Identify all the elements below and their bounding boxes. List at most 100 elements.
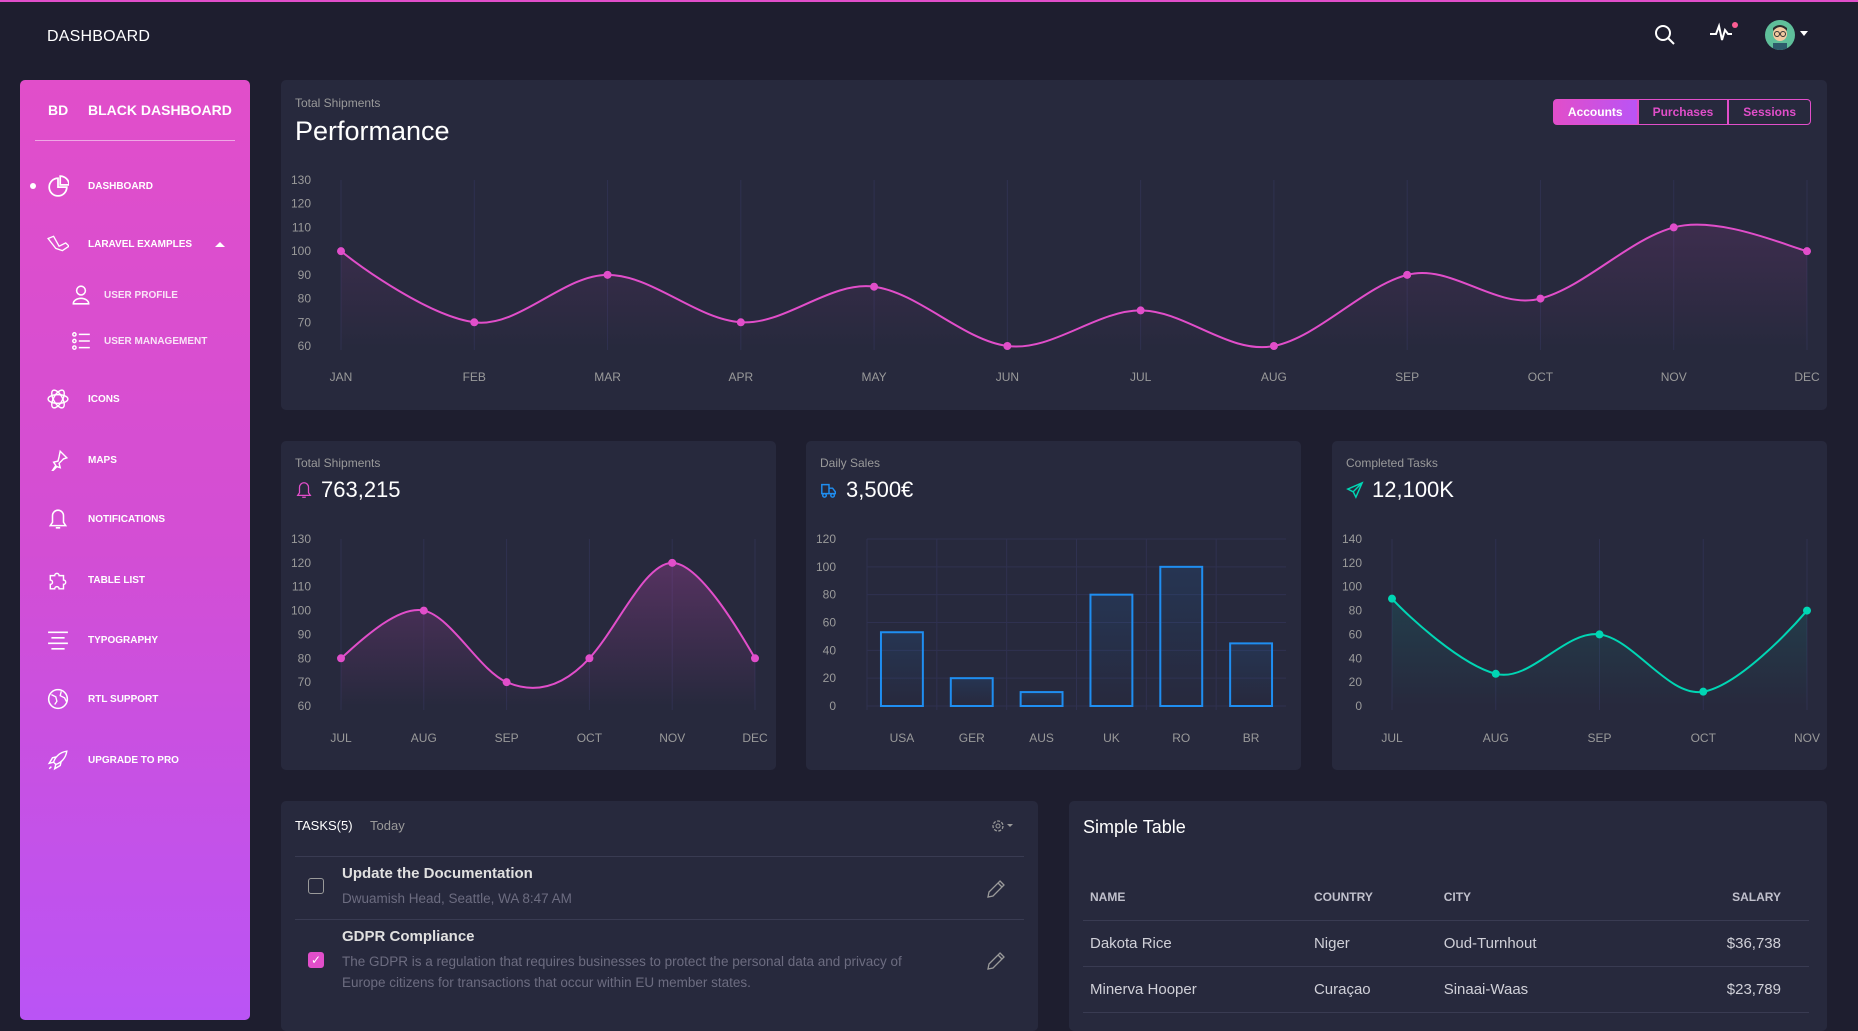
chevron-down-icon[interactable] (1800, 31, 1808, 37)
stat-card: Total Shipments 763,215 60 70 80 90 100 110 12… (281, 441, 776, 770)
active-indicator (30, 183, 36, 189)
settings-dropdown[interactable] (990, 817, 1018, 835)
x-tick-label: JUN (996, 370, 1019, 384)
y-tick-label: 100 (291, 604, 311, 618)
data-point-may[interactable] (870, 282, 879, 291)
x-tick-label: FEB (463, 370, 486, 384)
task-checkbox[interactable]: ✓ (308, 952, 324, 968)
bar-aus[interactable] (1019, 691, 1064, 707)
column-header[interactable]: NAME (1083, 874, 1307, 921)
card-title: Performance (295, 116, 450, 146)
bar-usa[interactable] (879, 631, 924, 707)
data-point-mar[interactable] (603, 270, 612, 279)
sidebar-item-label: ICONS (88, 393, 120, 405)
sidebar-item-table-list[interactable]: TABLE LIST (20, 565, 250, 595)
data-point-sep[interactable] (1403, 270, 1412, 279)
tab-accounts[interactable]: Accounts (1552, 99, 1638, 125)
sidebar-item-user-profile[interactable]: USER PROFILE (20, 280, 250, 310)
column-header[interactable]: SALARY (1633, 874, 1809, 921)
x-tick-label: MAR (594, 370, 621, 384)
tab-purchases[interactable]: Purchases (1637, 99, 1729, 125)
card-subtitle: Total Shipments (295, 96, 381, 110)
edit-pencil-icon[interactable] (986, 879, 1006, 899)
series-line (340, 223, 1808, 349)
data-point-aug[interactable] (1269, 342, 1278, 350)
sidebar-item-dashboard[interactable]: DASHBOARD (20, 171, 250, 201)
task-description: Dwuamish Head, Seattle, WA 8:47 AM (342, 891, 572, 906)
sidebar-item-notifications[interactable]: NOTIFICATIONS (20, 504, 250, 534)
x-tick-label: SEP (495, 731, 519, 745)
sidebar-item-upgrade-to-pro[interactable]: UPGRADE TO PRO (20, 745, 250, 775)
x-tick-label: NOV (1661, 370, 1687, 384)
y-tick-label: 110 (292, 220, 311, 234)
data-point-jul[interactable] (337, 654, 345, 663)
activity-icon[interactable] (1708, 20, 1740, 44)
edit-pencil-icon[interactable] (986, 951, 1006, 971)
table-row: Dakota Rice Niger Oud-Turnhout $36,738 (1083, 920, 1809, 967)
data-point-sep[interactable] (1595, 630, 1604, 639)
send-icon (1346, 481, 1364, 499)
stat-chart: 60 70 80 90 100 110 120 130 JUL AUG SEP OCT NOV DEC (291, 532, 768, 745)
data-point-aug[interactable] (1491, 669, 1500, 678)
sidebar-item-label: MAPS (88, 454, 117, 466)
caret-up-icon[interactable] (215, 241, 225, 247)
simple-table: NAME COUNTRY CITY SALARY Dakota Rice Niger Oud… (1083, 874, 1809, 1013)
y-tick-label: 110 (292, 580, 311, 594)
y-tick-label: 20 (1349, 675, 1363, 689)
data-point-dec[interactable] (1803, 247, 1811, 256)
tab-sessions[interactable]: Sessions (1728, 99, 1811, 125)
data-point-oct[interactable] (585, 654, 594, 663)
world-icon (47, 688, 69, 710)
data-point-jan[interactable] (337, 247, 345, 256)
x-tick-label: JUL (1130, 370, 1152, 384)
puzzle-icon (49, 572, 67, 590)
data-point-jul[interactable] (1388, 594, 1396, 603)
table-cell: Minerva Hooper (1083, 966, 1307, 1013)
stat-value: 763,215 (321, 477, 401, 502)
sidebar-item-maps[interactable]: MAPS (20, 445, 250, 475)
data-point-apr[interactable] (736, 318, 745, 327)
sidebar-item-user-management[interactable]: USER MANAGEMENT (20, 326, 250, 356)
y-tick-label: 60 (823, 616, 837, 630)
sidebar-item-laravel-examples[interactable]: LARAVEL EXAMPLES (20, 229, 250, 259)
sidebar: BD BLACK DASHBOARD DASHBOARD LARAVEL EXAMP… (20, 80, 250, 1020)
data-point-nov[interactable] (1669, 223, 1678, 232)
atom-icon (47, 389, 69, 409)
data-point-jul[interactable] (1136, 306, 1145, 315)
data-point-jun[interactable] (1003, 342, 1012, 350)
table-cell: Curaçao (1306, 966, 1437, 1013)
data-point-oct[interactable] (1536, 294, 1545, 303)
sidebar-item-label: UPGRADE TO PRO (88, 754, 179, 766)
data-point-nov[interactable] (668, 558, 677, 567)
sidebar-item-rtl-support[interactable]: RTL SUPPORT (20, 684, 250, 714)
x-tick-label: JUL (1381, 731, 1403, 745)
data-point-aug[interactable] (419, 606, 428, 615)
bar-ro[interactable] (1159, 565, 1204, 708)
bar-ger[interactable] (949, 677, 994, 708)
tasks-subtitle: Today (370, 818, 405, 833)
sidebar-item-icons[interactable]: ICONS (20, 384, 250, 414)
table-title: Simple Table (1083, 817, 1186, 837)
logo-full[interactable]: BLACK DASHBOARD (88, 102, 232, 118)
column-header[interactable]: COUNTRY (1306, 874, 1437, 921)
avatar[interactable] (1765, 20, 1795, 50)
stat-value: 12,100K (1372, 477, 1454, 502)
data-point-oct[interactable] (1699, 687, 1708, 696)
data-point-nov[interactable] (1803, 606, 1811, 615)
user-icon (72, 285, 90, 305)
search-icon[interactable] (1653, 23, 1677, 47)
task-checkbox[interactable] (308, 878, 324, 894)
data-point-sep[interactable] (502, 678, 511, 687)
task-item: ✓ GDPR Compliance The GDPR is a regulati… (295, 919, 1024, 1005)
y-tick-label: 90 (298, 268, 312, 282)
sidebar-item-typography[interactable]: TYPOGRAPHY (20, 625, 250, 655)
navbar-brand[interactable]: DASHBOARD (47, 28, 151, 45)
x-tick-label: NOV (659, 731, 685, 745)
task-item: Update the Documentation Dwuamish Head, … (295, 856, 1024, 919)
bar-br[interactable] (1229, 642, 1274, 707)
bar-uk[interactable] (1089, 593, 1134, 708)
data-point-feb[interactable] (470, 318, 479, 327)
column-header[interactable]: CITY (1436, 874, 1634, 921)
data-point-dec[interactable] (751, 654, 759, 663)
logo-mini[interactable]: BD (48, 102, 69, 118)
